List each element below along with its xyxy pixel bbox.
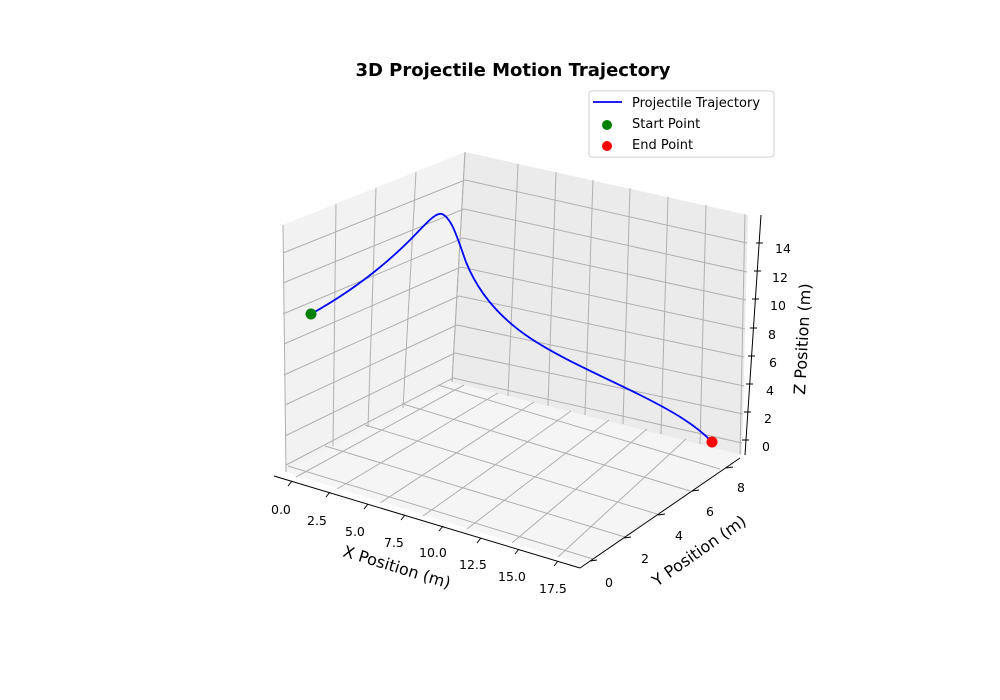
y-tick-labels: 0 2 4 6 8 (605, 480, 745, 590)
y-axis-label: Y Position (m) (648, 511, 750, 590)
svg-text:0: 0 (762, 439, 770, 454)
chart-title: 3D Projectile Motion Trajectory (355, 60, 670, 81)
legend-item-end: End Point (632, 138, 693, 153)
svg-text:12: 12 (772, 270, 788, 285)
x-tick-labels: 0.0 2.5 5.0 7.5 10.0 12.5 15.0 17.5 (271, 502, 567, 596)
svg-text:2: 2 (641, 551, 649, 566)
z-axis-label: Z Position (m) (790, 283, 815, 395)
svg-text:15.0: 15.0 (498, 569, 526, 584)
start-point-marker (305, 308, 317, 320)
end-point-marker (706, 436, 718, 448)
svg-text:6: 6 (706, 504, 714, 519)
svg-text:4: 4 (675, 528, 683, 543)
svg-text:6: 6 (769, 355, 777, 370)
left-pane (283, 152, 465, 472)
x-axis-line (273, 475, 581, 569)
floor-pane (286, 382, 742, 565)
legend-start-marker-icon (602, 120, 612, 130)
trajectory-line (310, 213, 713, 443)
svg-text:2.5: 2.5 (307, 513, 327, 528)
svg-text:10.0: 10.0 (419, 545, 447, 560)
floor-grid (287, 384, 721, 560)
legend: Projectile Trajectory Start Point End Po… (588, 90, 775, 158)
z-axis-line (744, 214, 762, 456)
svg-text:8: 8 (737, 480, 745, 495)
svg-text:2: 2 (764, 411, 772, 426)
back-pane-grid (451, 151, 748, 455)
svg-text:12.5: 12.5 (459, 557, 487, 572)
z-ticks (742, 242, 763, 441)
y-axis-line (579, 457, 741, 569)
legend-item-trajectory: Projectile Trajectory (632, 96, 760, 111)
svg-text:4: 4 (766, 383, 774, 398)
svg-text:17.5: 17.5 (539, 581, 567, 596)
z-tick-labels: 0 2 4 6 8 10 12 14 (762, 241, 791, 454)
x-ticks (287, 480, 559, 567)
svg-text:0: 0 (605, 575, 613, 590)
svg-text:0.0: 0.0 (271, 502, 291, 517)
legend-item-start: Start Point (632, 117, 700, 132)
svg-text:7.5: 7.5 (384, 535, 404, 550)
left-pane-grid (282, 151, 466, 473)
y-ticks (589, 466, 734, 562)
back-pane (452, 152, 748, 455)
legend-end-marker-icon (602, 141, 612, 151)
svg-text:8: 8 (768, 327, 776, 342)
svg-text:10: 10 (770, 298, 786, 313)
svg-text:14: 14 (775, 241, 791, 256)
svg-text:5.0: 5.0 (345, 524, 365, 539)
